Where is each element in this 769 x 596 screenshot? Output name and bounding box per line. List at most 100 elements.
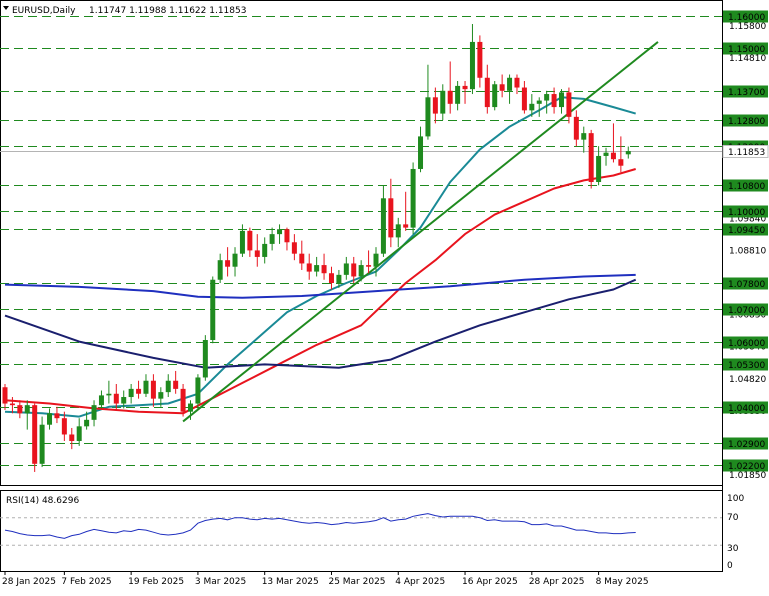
- level-tag-label: 1.05300: [728, 361, 765, 371]
- level-tag-label: 1.07000: [728, 306, 765, 316]
- candle-body: [217, 260, 223, 280]
- candle-body: [239, 230, 245, 254]
- candle: [603, 147, 609, 166]
- candle-body: [54, 413, 60, 419]
- candle: [514, 74, 520, 95]
- candle-body: [514, 77, 520, 88]
- candle-body: [351, 263, 357, 277]
- candle-body: [113, 393, 119, 404]
- candle: [410, 162, 416, 235]
- candle: [188, 400, 193, 420]
- candle: [336, 269, 342, 288]
- candle-body: [210, 279, 216, 341]
- candle-body: [477, 41, 483, 78]
- symbol-timeframe-label: EURUSD,Daily: [12, 6, 76, 16]
- level-tag-label: 1.04000: [728, 404, 765, 414]
- candle-body: [566, 92, 572, 117]
- candle: [61, 411, 67, 441]
- candle-body: [306, 263, 312, 272]
- candle-body: [128, 388, 134, 398]
- candle: [128, 383, 134, 404]
- candle-body: [410, 168, 416, 228]
- candle: [610, 123, 616, 163]
- rsi-scale-100: 100: [727, 494, 744, 504]
- candle-body: [380, 198, 386, 254]
- level-tag: [723, 42, 768, 55]
- candle: [84, 411, 90, 430]
- candle: [91, 400, 97, 427]
- candle-body: [17, 405, 23, 414]
- time-tick-label: 3 Mar 2025: [195, 577, 246, 587]
- symbol-dropdown-icon[interactable]: [3, 6, 9, 10]
- level-tag: [723, 85, 768, 98]
- candlesticks: [2, 24, 631, 472]
- candle-body: [98, 395, 104, 406]
- level-tag-label: 1.16000: [728, 13, 765, 23]
- candle-body: [529, 103, 535, 111]
- candle: [536, 97, 542, 117]
- candle: [239, 224, 245, 257]
- trendlines: [182, 41, 659, 423]
- time-axis: 28 Jan 2025 7 Feb 2025 19 Feb 2025 3 Mar 20…: [2, 572, 649, 587]
- time-tick-label: 28 Jan 2025: [2, 577, 56, 587]
- candle: [588, 129, 594, 189]
- candle: [492, 81, 498, 111]
- candle: [328, 266, 334, 290]
- candle: [54, 406, 60, 424]
- candle-body: [61, 418, 67, 435]
- candle: [380, 185, 386, 257]
- candle: [306, 253, 312, 280]
- candle: [596, 146, 602, 186]
- candle-body: [588, 133, 594, 183]
- candle: [24, 400, 30, 430]
- level-tag: [723, 10, 768, 23]
- candle: [366, 250, 372, 274]
- candle: [269, 227, 275, 251]
- candle: [551, 87, 557, 114]
- candle-body: [277, 229, 283, 235]
- candle: [2, 383, 8, 411]
- ohlc-values: 1.11747 1.11988 1.11622 1.11853: [89, 6, 246, 16]
- candle-body: [551, 94, 557, 108]
- time-tick-label: 25 Mar 2025: [328, 577, 385, 587]
- level-tag: [723, 277, 768, 290]
- candle: [469, 24, 475, 95]
- level-tag-label: 1.07800: [728, 280, 765, 290]
- candle: [314, 256, 320, 277]
- trendline: [182, 41, 659, 423]
- candle-body: [91, 405, 97, 420]
- level-price-tags: 1.160001.150001.137001.128001.120001.108…: [722, 10, 769, 472]
- candle: [432, 87, 438, 124]
- candle-body: [373, 253, 379, 267]
- candle-body: [521, 87, 527, 111]
- time-tick-label: 28 Apr 2025: [529, 577, 585, 587]
- candle-body: [440, 90, 446, 114]
- candle-body: [121, 397, 127, 404]
- candle-body: [24, 405, 30, 414]
- rsi-scale-70: 70: [727, 513, 739, 523]
- time-tick-label: 16 Apr 2025: [462, 577, 518, 587]
- time-tick-label: 4 Apr 2025: [395, 577, 445, 587]
- time-tick-label: 13 Mar 2025: [262, 577, 319, 587]
- candle: [247, 227, 253, 257]
- candle-body: [136, 388, 142, 394]
- moving-average-mid: [4, 168, 636, 415]
- candle-body: [328, 273, 334, 283]
- price-tick-label: 1.08810: [729, 247, 766, 257]
- candle: [455, 81, 461, 111]
- candle: [225, 247, 231, 277]
- candle: [403, 191, 409, 231]
- level-tag: [723, 223, 768, 236]
- rsi-indicator: [0, 513, 722, 546]
- candle-body: [9, 403, 15, 406]
- candle-body: [106, 393, 112, 396]
- candle: [210, 276, 216, 344]
- candle: [150, 374, 156, 407]
- moving-average-slow-navy: [4, 278, 637, 369]
- candle-body: [559, 92, 564, 108]
- candle: [373, 247, 379, 277]
- candle-body: [343, 263, 349, 275]
- candle-body: [581, 133, 587, 140]
- candle-body: [2, 387, 8, 404]
